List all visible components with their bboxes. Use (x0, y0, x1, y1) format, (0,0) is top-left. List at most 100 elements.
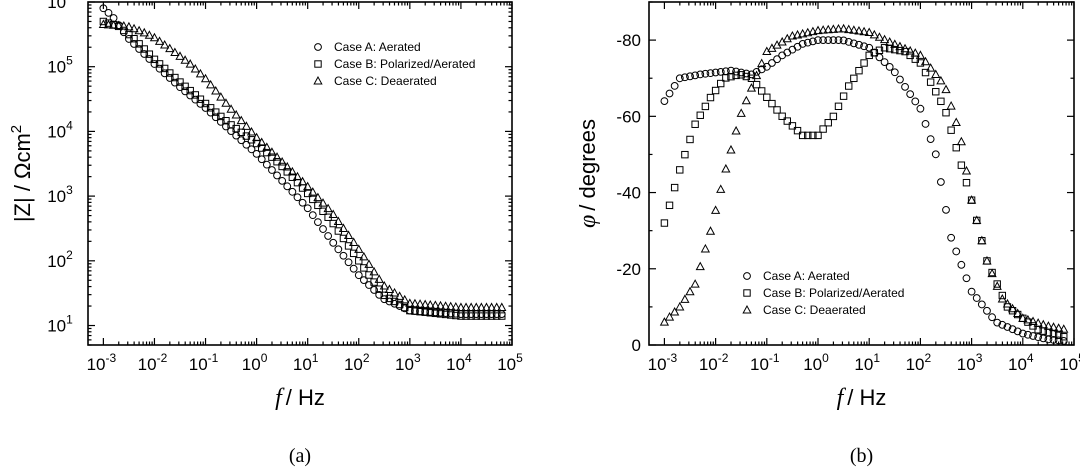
data-point (1049, 330, 1058, 338)
data-point (1060, 333, 1068, 341)
data-point (221, 98, 231, 107)
data-point (217, 112, 225, 121)
data-point (701, 69, 710, 78)
data-point (144, 30, 154, 39)
data-point (324, 232, 333, 240)
data-point (814, 131, 822, 140)
data-point (880, 44, 889, 52)
x-tick-label: 103 (395, 351, 421, 374)
data-point (200, 73, 211, 83)
data-point (319, 225, 327, 233)
data-point (201, 99, 210, 108)
data-point (705, 226, 716, 235)
data-point (98, 19, 109, 28)
data-point (441, 310, 450, 319)
data-point (680, 294, 690, 303)
data-point (1024, 330, 1032, 339)
data-point (364, 259, 374, 268)
data-point (808, 26, 818, 36)
x-tick-label: 10-1 (189, 351, 219, 374)
data-point (732, 71, 740, 80)
data-point (987, 268, 997, 278)
data-point (303, 189, 312, 198)
data-point (176, 83, 184, 92)
data-point (247, 136, 256, 144)
data-point (227, 121, 235, 129)
data-point (992, 281, 1002, 290)
data-point (722, 74, 730, 82)
data-point (880, 58, 889, 67)
x-tick-label: 102 (344, 351, 370, 374)
data-point (941, 84, 951, 94)
data-point (983, 306, 991, 315)
data-point (691, 120, 699, 128)
data-point (824, 36, 833, 45)
data-point (664, 312, 675, 321)
x-tick-label: 101 (293, 351, 319, 374)
y-tick-label: 105 (47, 54, 73, 77)
data-point (680, 73, 689, 82)
data-point (149, 32, 160, 42)
data-point (951, 117, 961, 127)
data-point (966, 195, 977, 204)
y-tick-label: 104 (47, 118, 73, 141)
data-point (665, 201, 674, 210)
data-point (154, 36, 165, 45)
data-point (191, 95, 200, 104)
data-point (278, 176, 287, 185)
data-point (752, 80, 761, 89)
data-point (308, 187, 318, 196)
data-point (855, 40, 863, 49)
data-point (160, 64, 169, 73)
data-point (818, 25, 828, 34)
data-point (309, 195, 317, 204)
data-point (751, 70, 762, 80)
data-point (384, 284, 395, 293)
data-point (670, 183, 679, 192)
x-tick-label: 104 (1008, 351, 1034, 374)
x-tick-label: 10-2 (138, 351, 168, 374)
data-point (1034, 333, 1043, 342)
y-tick-label: -40 (616, 184, 641, 203)
data-point (920, 56, 931, 66)
panel-b-phase-angle-plot: 10-3 10-2 10-1 100 101 102 103 104 105 0 -20 -40 -60… (575, 1, 1080, 467)
data-point (952, 143, 960, 152)
data-point (344, 258, 353, 267)
data-point (1038, 319, 1048, 329)
data-point (379, 280, 389, 290)
data-point (140, 45, 148, 53)
x-tick-label: 100 (803, 351, 829, 374)
data-point (931, 150, 940, 159)
data-point (389, 287, 400, 297)
x-tick-label: 104 (446, 351, 472, 374)
legend: Case A: Aerated Case B: Polarized/Aerated… (742, 269, 904, 317)
data-point (375, 290, 384, 299)
data-point (879, 34, 890, 44)
data-point (487, 312, 496, 320)
data-point (833, 23, 844, 33)
legend-label: Case A: Aerated (334, 40, 421, 54)
data-point (824, 119, 832, 127)
data-point (706, 69, 715, 78)
data-point (205, 79, 216, 89)
legend-label: Case C: Deaerated (334, 74, 437, 88)
data-point (273, 171, 281, 180)
data-point (670, 306, 680, 316)
data-point (175, 51, 185, 60)
data-point (900, 43, 910, 53)
data-point (716, 184, 726, 193)
data-point (99, 17, 108, 26)
data-point (108, 20, 119, 29)
data-point (982, 255, 992, 265)
data-point (1033, 318, 1043, 327)
data-point (988, 313, 996, 322)
data-point (222, 117, 230, 125)
data-point (231, 109, 241, 119)
data-point (798, 131, 807, 140)
data-point (130, 40, 138, 48)
data-point (998, 291, 1007, 300)
data-point (874, 32, 885, 41)
data-point (685, 286, 695, 296)
data-point (1013, 327, 1022, 336)
legend-label: Case A: Aerated (763, 269, 850, 283)
